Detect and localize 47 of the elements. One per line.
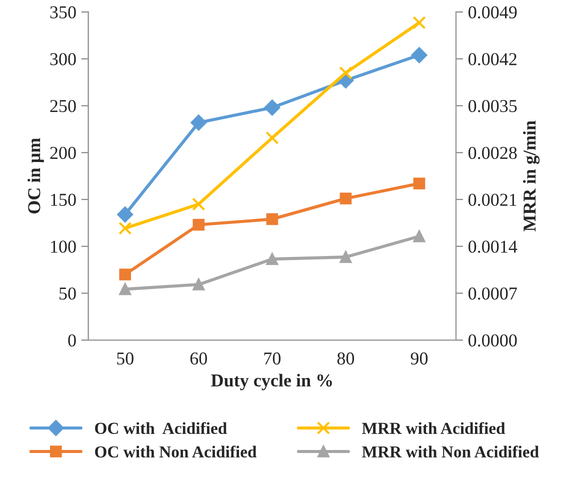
point xyxy=(192,218,205,231)
y-tick-label: 50 xyxy=(60,287,76,300)
x-tick-label: 80 xyxy=(337,352,354,365)
y-tick-label: 300 xyxy=(50,53,76,66)
point xyxy=(119,283,132,296)
point xyxy=(192,278,205,290)
point xyxy=(411,47,428,64)
y2-tick-label: 0.0007 xyxy=(468,287,517,300)
point xyxy=(413,178,426,190)
x-axis-title: Duty cycle in % xyxy=(211,374,332,390)
y-tick-label: 200 xyxy=(50,146,76,160)
point xyxy=(340,251,352,263)
point xyxy=(192,198,206,211)
point xyxy=(413,230,426,242)
point xyxy=(266,131,279,144)
point xyxy=(266,253,278,265)
y2-tick-label: 0.0014 xyxy=(468,240,518,253)
point xyxy=(339,66,352,80)
y-tick-label: 350 xyxy=(50,6,76,18)
legend-label: MRR with Acidified xyxy=(362,422,506,434)
x-tick-label: 90 xyxy=(410,352,428,365)
y-tick-label: 250 xyxy=(50,100,76,112)
point xyxy=(266,213,278,226)
point xyxy=(117,206,134,222)
y2-tick-label: 0.0035 xyxy=(468,100,517,112)
y-tick-label: 100 xyxy=(51,240,76,253)
y2-tick-label: 0.0042 xyxy=(468,53,516,66)
point xyxy=(118,222,132,235)
y2-tick-label: 0.0049 xyxy=(468,6,517,18)
point xyxy=(190,114,207,131)
point xyxy=(412,16,426,30)
y-tick-label: 0 xyxy=(68,334,76,347)
legend-label: MRR with Non Acidified xyxy=(362,446,539,458)
point xyxy=(340,192,352,204)
x-tick-label: 50 xyxy=(117,352,134,365)
legend-label: OC with Acidified xyxy=(95,422,227,434)
y2-tick-label: 0.0028 xyxy=(468,146,517,160)
x-tick-label: 70 xyxy=(264,352,281,365)
y-axis-title: OC in µm xyxy=(28,138,44,214)
legend-label: OC with Non Acidified xyxy=(95,446,257,458)
x-tick-label: 60 xyxy=(190,352,207,365)
y2-tick-label: 0.0000 xyxy=(468,334,517,347)
point xyxy=(119,268,132,280)
y2-tick-label: 0.0021 xyxy=(468,194,516,206)
y2-axis-title: MRR in g/min xyxy=(523,120,540,232)
point xyxy=(264,100,280,116)
y-tick-label: 150 xyxy=(51,194,76,206)
